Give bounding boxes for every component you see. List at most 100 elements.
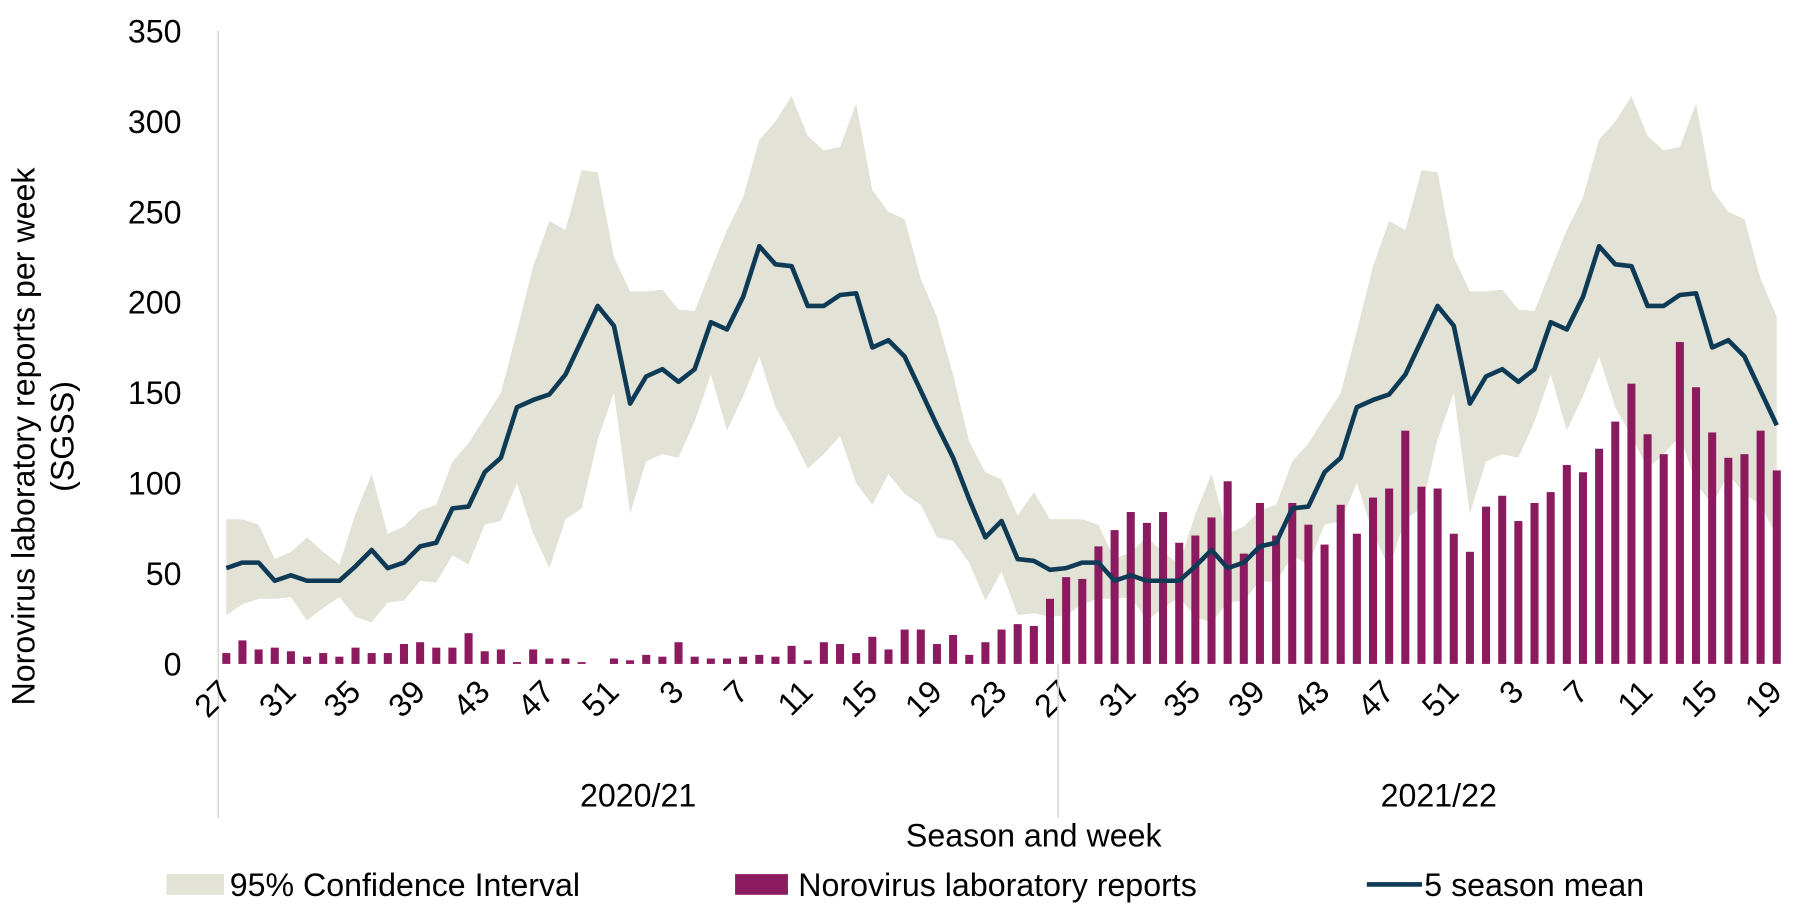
bar	[1708, 432, 1717, 664]
x-axis-title: Season and week	[906, 818, 1163, 854]
x-tick-label: 47	[1350, 673, 1401, 724]
bar	[900, 629, 909, 664]
mean-line	[225, 243, 1779, 584]
y-axis-title-line: Norovirus laboratory reports per week	[5, 167, 41, 706]
bar	[997, 629, 1006, 664]
x-tick-label: 35	[1156, 673, 1207, 724]
bar	[1255, 502, 1264, 664]
bar	[1433, 488, 1442, 664]
y-tick-label: 250	[128, 194, 182, 230]
bar	[432, 647, 441, 664]
bar	[399, 644, 408, 664]
x-tick-label: 43	[446, 673, 497, 724]
bar	[416, 642, 425, 664]
bar	[1223, 481, 1232, 664]
bar	[722, 658, 731, 664]
bar	[1013, 624, 1022, 664]
bar	[1772, 470, 1781, 664]
bar	[1498, 495, 1507, 664]
bar	[1562, 465, 1571, 664]
x-tick-label: 19	[1738, 673, 1789, 724]
bar	[739, 656, 748, 664]
bar	[626, 660, 635, 664]
bar	[1546, 492, 1555, 664]
bar	[1417, 486, 1426, 664]
bar	[658, 656, 667, 664]
legend-label: 5 season mean	[1424, 867, 1644, 903]
bar	[1530, 502, 1539, 664]
bar	[1465, 551, 1474, 664]
y-tick-label: 50	[146, 556, 182, 592]
x-tick-label: 15	[1673, 673, 1724, 724]
bar	[819, 642, 828, 664]
x-tick-label: 11	[771, 673, 820, 722]
bar	[1595, 448, 1604, 664]
x-tick-label: 15	[833, 673, 884, 724]
bar	[1352, 533, 1361, 664]
bar	[1692, 387, 1701, 664]
bar	[1385, 488, 1394, 664]
bar	[1482, 506, 1491, 664]
bar	[949, 634, 958, 664]
bar	[932, 644, 941, 664]
bar	[1401, 430, 1410, 664]
x-tick-label: 7	[717, 673, 755, 711]
bar	[286, 651, 295, 664]
bar	[513, 662, 522, 664]
bar	[868, 636, 877, 664]
bar	[1029, 625, 1038, 664]
bar	[836, 644, 845, 664]
x-tick-label: 31	[1092, 673, 1143, 724]
bar	[303, 656, 312, 664]
bar	[1239, 553, 1248, 664]
bar	[1304, 524, 1313, 664]
bar	[1627, 383, 1636, 664]
bar	[1272, 535, 1281, 664]
x-tick-label: 27	[1027, 673, 1078, 724]
legend-swatch	[166, 874, 224, 895]
bar	[1449, 533, 1458, 664]
bar	[1191, 535, 1200, 664]
x-tick-label: 47	[510, 673, 561, 724]
bar	[335, 656, 344, 664]
bar	[351, 647, 360, 664]
bar	[383, 653, 392, 664]
bar	[803, 660, 812, 664]
x-tick-label: 23	[963, 673, 1014, 724]
bar	[771, 656, 780, 664]
bar	[1320, 544, 1329, 664]
legend-label: Norovirus laboratory reports	[798, 867, 1197, 903]
x-tick-label: 43	[1286, 673, 1337, 724]
bar	[254, 649, 263, 664]
bar	[1126, 512, 1135, 664]
bar	[1514, 521, 1523, 664]
bar	[1175, 542, 1184, 664]
bar	[1078, 578, 1087, 664]
bar	[1578, 472, 1587, 664]
bar	[448, 647, 457, 664]
bar	[674, 642, 683, 664]
y-tick-label: 350	[128, 14, 182, 50]
x-tick-label: 31	[252, 673, 303, 724]
bar	[1659, 454, 1668, 664]
y-tick-label: 300	[128, 104, 182, 140]
bar	[755, 654, 764, 664]
bar	[690, 656, 699, 664]
x-tick-label: 3	[652, 673, 690, 711]
x-tick-label: 7	[1557, 673, 1595, 711]
bar	[981, 642, 990, 664]
bar	[1675, 342, 1684, 664]
x-tick-label: 27	[187, 673, 238, 724]
bar	[1159, 512, 1168, 664]
bar	[270, 647, 279, 664]
bar	[1062, 577, 1071, 664]
y-axis-title-line: (SGSS)	[45, 381, 81, 492]
bar	[1643, 434, 1652, 664]
x-tick-label: 35	[317, 673, 368, 724]
x-tick-label: 51	[1415, 673, 1466, 724]
bar	[916, 629, 925, 664]
group-label: 2020/21	[580, 777, 696, 813]
bar	[464, 633, 473, 664]
x-tick-label: 51	[575, 673, 626, 724]
